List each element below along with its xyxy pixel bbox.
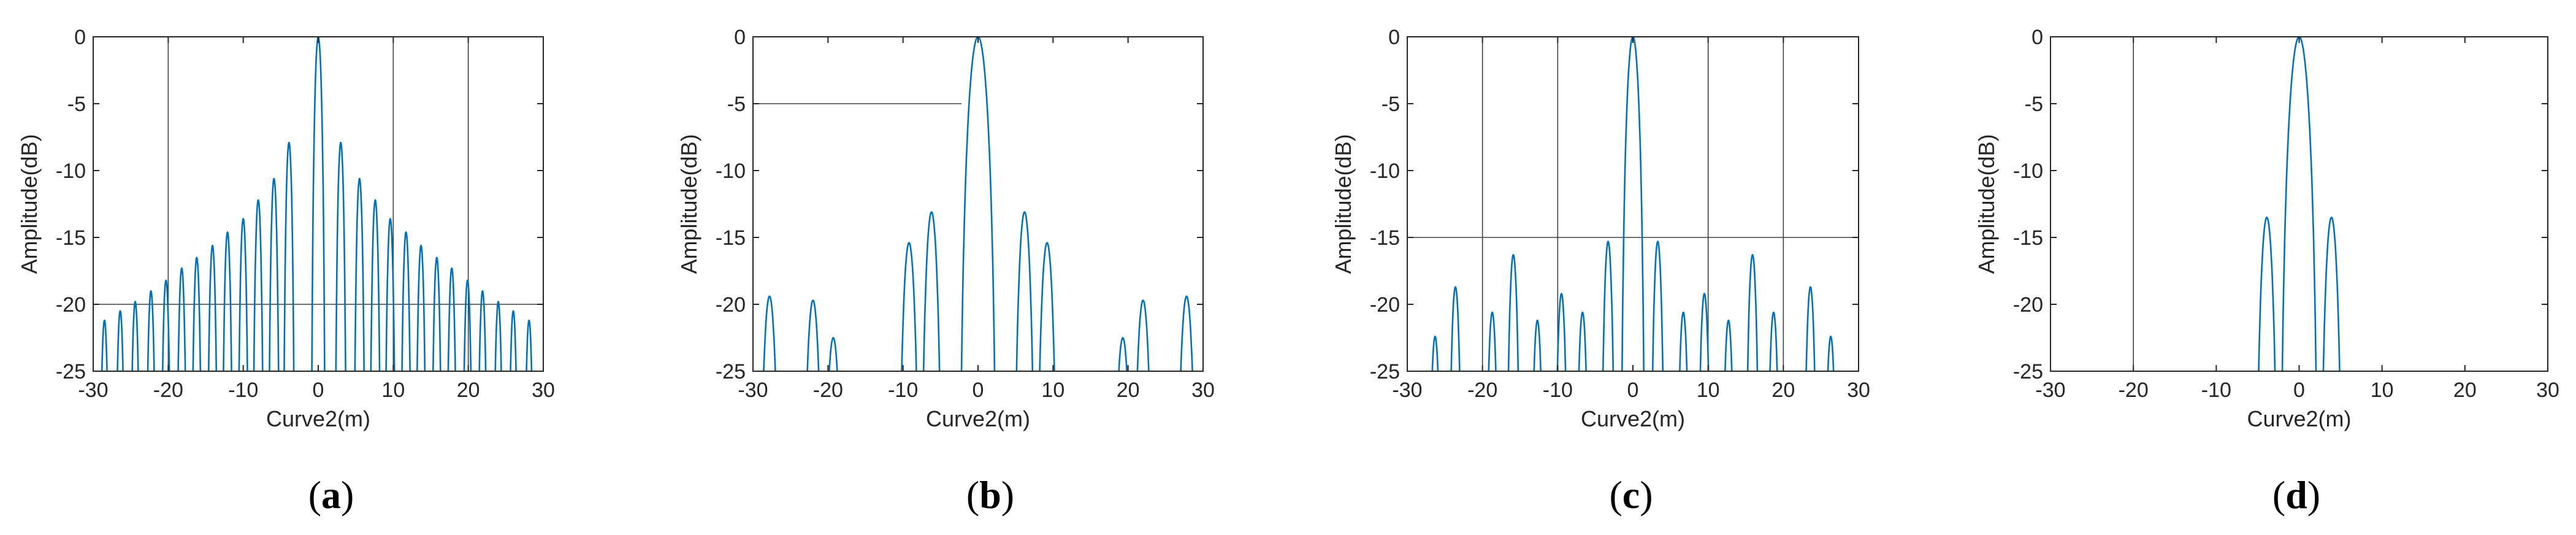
panel-caption: (d) <box>2272 473 2320 517</box>
x-tick-label: 30 <box>1191 379 1215 402</box>
x-tick-label: -20 <box>153 379 183 402</box>
amplitude-curve-series <box>2258 37 2341 371</box>
x-tick-label: 30 <box>2536 379 2559 402</box>
x-tick-label: -10 <box>228 379 258 402</box>
axes-box <box>2050 36 2548 372</box>
plot-area <box>2133 37 2341 371</box>
x-tick-label: -30 <box>1392 379 1422 402</box>
panel-caption: (a) <box>308 473 354 517</box>
x-axis-label: Curve2(m) <box>1581 406 1685 431</box>
x-tick-label: 10 <box>2371 379 2394 402</box>
x-tick-label: 0 <box>2293 379 2305 402</box>
y-tick-label: -10 <box>56 160 86 183</box>
x-tick-label: -10 <box>888 379 918 402</box>
y-tick-label: -25 <box>2013 360 2043 383</box>
x-axis-label: Curve2(m) <box>926 406 1030 431</box>
subplot-a: -30 -20 -10 0 10 20 30 0 -5 -10 -15 -20 -25 Curve2(m)… <box>17 26 555 517</box>
y-tick-label: -10 <box>1370 160 1400 183</box>
x-axis-label: Curve2(m) <box>2247 406 2351 431</box>
x-tick-label: 10 <box>1041 379 1064 402</box>
x-tick-label: -10 <box>1543 379 1573 402</box>
axes-box <box>1407 36 1859 372</box>
x-tick-label: -20 <box>1467 379 1497 402</box>
x-tick-label: -10 <box>2201 379 2231 402</box>
y-tick-label: -20 <box>56 293 86 317</box>
x-tick-label: 20 <box>1771 379 1795 402</box>
subplot-c: -30 -20 -10 0 10 20 30 0 -5 -10 -15 -20 -25 Curve2(m)… <box>1331 26 1870 517</box>
x-tick-label: -20 <box>813 379 843 402</box>
x-tick-label: -30 <box>78 379 108 402</box>
y-tick-label: -5 <box>67 93 86 116</box>
y-tick-label: 0 <box>734 26 746 49</box>
plot-area <box>1407 37 1859 371</box>
x-tick-label: -20 <box>2119 379 2149 402</box>
subplot-d: -30 -20 -10 0 10 20 30 0 -5 -10 -15 -20 -25 Curve2(m)… <box>1974 26 2559 517</box>
plot-area <box>93 37 543 371</box>
y-axis-label: Amplitude(dB) <box>17 134 42 274</box>
y-axis-label: Amplitude(dB) <box>1974 134 1999 274</box>
x-tick-label: 0 <box>313 379 324 402</box>
x-tick-label: 10 <box>1697 379 1720 402</box>
x-tick-label: -30 <box>738 379 768 402</box>
x-tick-label: 20 <box>457 379 480 402</box>
y-axis-label: Amplitude(dB) <box>1331 134 1356 274</box>
y-tick-label: -25 <box>56 360 86 383</box>
amplitude-curve-series <box>763 37 1193 371</box>
x-tick-label: 30 <box>532 379 555 402</box>
y-tick-label: -5 <box>2025 93 2043 116</box>
y-tick-label: -15 <box>56 226 86 250</box>
y-tick-label: -5 <box>1382 93 1400 116</box>
y-tick-label: -25 <box>716 360 746 383</box>
y-axis-label: Amplitude(dB) <box>676 134 701 274</box>
plot-area <box>753 37 1193 371</box>
x-axis-label: Curve2(m) <box>266 406 370 431</box>
axes-box <box>93 36 544 372</box>
subplot-b: -30 -20 -10 0 10 20 30 0 -5 -10 -15 -20 -25 Curve2(m)… <box>676 26 1215 517</box>
y-tick-label: -20 <box>1370 293 1400 317</box>
amplitude-curve-series <box>101 37 533 371</box>
x-tick-label: -30 <box>2035 379 2065 402</box>
y-tick-label: 0 <box>1388 26 1400 49</box>
axes-box <box>752 36 1204 372</box>
y-tick-label: -10 <box>716 160 746 183</box>
y-tick-label: -25 <box>1370 360 1400 383</box>
y-tick-label: -15 <box>716 226 746 250</box>
x-tick-label: 30 <box>1847 379 1870 402</box>
x-tick-label: 20 <box>1117 379 1140 402</box>
panel-caption: (b) <box>966 473 1014 517</box>
y-tick-label: -20 <box>716 293 746 317</box>
y-tick-label: -20 <box>2013 293 2043 317</box>
y-tick-label: -15 <box>2013 226 2043 250</box>
y-tick-label: -15 <box>1370 226 1400 250</box>
amplitude-curve-series <box>1431 37 1835 371</box>
y-tick-label: 0 <box>74 26 86 49</box>
y-tick-label: -5 <box>727 93 746 116</box>
x-tick-label: 0 <box>973 379 984 402</box>
panel-caption: (c) <box>1609 473 1653 517</box>
y-tick-label: 0 <box>2031 26 2043 49</box>
y-tick-label: -10 <box>2013 160 2043 183</box>
x-tick-label: 10 <box>381 379 405 402</box>
x-tick-label: 0 <box>1627 379 1639 402</box>
x-tick-label: 20 <box>2453 379 2477 402</box>
